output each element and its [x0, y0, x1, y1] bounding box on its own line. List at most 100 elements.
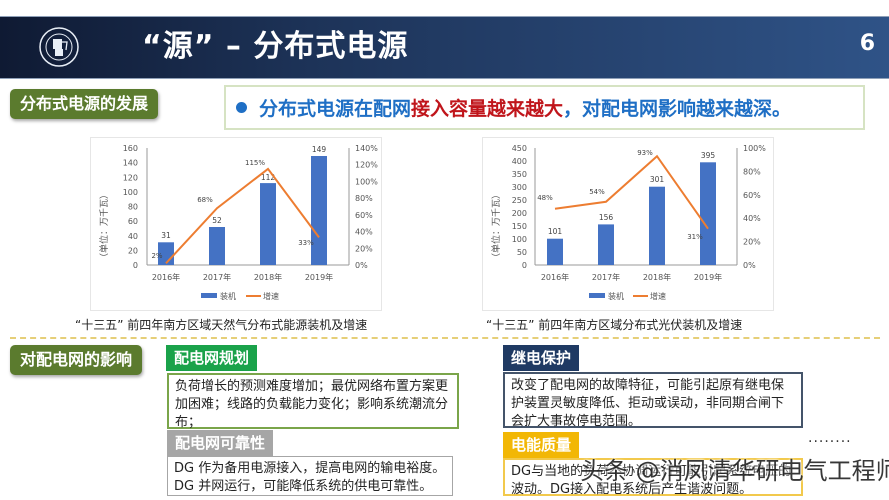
section-divider [10, 337, 880, 339]
svg-text:50: 50 [517, 248, 527, 257]
svg-text:装机: 装机 [220, 291, 236, 301]
svg-text:60%: 60% [743, 191, 761, 200]
svg-text:2018年: 2018年 [643, 272, 671, 282]
chart-pv-dg: （单位：万千瓦） 0 50 100 150 200 250 300 350 40… [482, 137, 774, 311]
chart2-caption: “十三五” 前四年南方区域分布式光伏装机及增速 [486, 318, 743, 332]
svg-text:156: 156 [599, 213, 614, 222]
svg-text:68%: 68% [197, 196, 213, 204]
svg-text:93%: 93% [637, 149, 653, 157]
svg-text:20%: 20% [355, 244, 373, 253]
chart2-legend: 装机 增速 [589, 291, 666, 301]
chart2-bar-labels: 101 156 301 395 [548, 151, 716, 236]
ellipsis: ........ [808, 430, 852, 446]
title-bar: “源” – 分布式电源 6 [0, 16, 889, 79]
svg-text:350: 350 [512, 170, 527, 179]
chart-gas-svg: （单位：万千瓦） 0 20 40 60 80 100 120 140 160 0… [98, 144, 378, 301]
svg-text:100%: 100% [743, 144, 766, 153]
chart-pv-svg: （单位：万千瓦） 0 50 100 150 200 250 300 350 40… [490, 144, 766, 301]
svg-text:装机: 装机 [608, 291, 624, 301]
svg-text:2%: 2% [151, 252, 162, 260]
card-body-planning: 负荷增长的预测难度增加；最优网络布置方案更加困难；线路的负载能力变化；影响系统潮… [167, 373, 459, 430]
svg-text:395: 395 [701, 151, 716, 160]
svg-text:20: 20 [128, 246, 138, 255]
headline-highlight: 接入容量越来越大 [411, 98, 564, 120]
svg-text:100: 100 [123, 188, 138, 197]
card-body-reliability: DG 作为备用电源接入，提高电网的输电裕度。DG 并网运行，可能降低系统的供电可… [167, 456, 453, 496]
section-tag-development: 分布式电源的发展 [10, 89, 159, 119]
svg-text:33%: 33% [298, 239, 314, 247]
chart1-right-ticks: 0% 20% 40% 60% 80% 100% 120% 140% [355, 144, 378, 270]
chart2-right-ticks: 0% 20% 40% 60% 80% 100% [743, 144, 766, 270]
svg-text:100%: 100% [355, 177, 378, 186]
svg-text:200: 200 [512, 209, 527, 218]
university-seal-icon [39, 27, 79, 67]
svg-text:80: 80 [128, 203, 138, 212]
section-tag-impact: 对配电网的影响 [10, 345, 143, 375]
svg-text:54%: 54% [589, 188, 605, 196]
svg-text:0: 0 [133, 261, 138, 270]
page-title: “源” – 分布式电源 [142, 29, 409, 64]
svg-text:140%: 140% [355, 144, 378, 153]
chart2-ylabel: （单位：万千瓦） [490, 190, 502, 262]
svg-text:60: 60 [128, 217, 138, 226]
svg-text:250: 250 [512, 196, 527, 205]
svg-text:2018年: 2018年 [254, 272, 282, 282]
svg-text:140: 140 [123, 159, 138, 168]
svg-text:31%: 31% [687, 233, 703, 241]
svg-text:2017年: 2017年 [203, 272, 231, 282]
chart2-left-ticks: 0 50 100 150 200 250 300 350 400 450 [512, 144, 527, 270]
svg-text:301: 301 [650, 175, 665, 184]
card-body-power-quality: DG与当地的负荷不协调运行可能引起系统电压的波动。DG接入配电系统后产生谐波问题… [503, 458, 803, 497]
svg-text:52: 52 [212, 216, 222, 225]
card-body-protection: 改变了配电网的故障特征，可能引起原有继电保护装置灵敏度降低、拒动或误动，非同期合… [503, 372, 803, 429]
chart1-line-labels: 2% 68% 115% 33% [151, 159, 314, 260]
svg-text:112: 112 [261, 173, 276, 182]
svg-text:80%: 80% [355, 194, 373, 203]
chart2-bars [547, 162, 716, 265]
card-label-protection: 继电保护 [503, 345, 580, 371]
svg-text:2019年: 2019年 [694, 272, 722, 282]
svg-text:0: 0 [522, 261, 527, 270]
chart1-bar-labels: 31 52 112 149 [161, 145, 326, 240]
svg-text:149: 149 [312, 145, 327, 154]
chart1-left-ticks: 0 20 40 60 80 100 120 140 160 [123, 144, 138, 270]
headline-box: 分布式电源在配网 接入容量越来越大 ，对配电网影响越来越深。 [224, 85, 865, 130]
svg-text:450: 450 [512, 144, 527, 153]
svg-text:0%: 0% [355, 261, 368, 270]
chart2-line-labels: 48% 54% 93% 31% [537, 149, 703, 241]
svg-text:150: 150 [512, 222, 527, 231]
card-label-planning: 配电网规划 [166, 345, 258, 371]
chart2-growth-line [554, 154, 709, 230]
svg-text:20%: 20% [743, 238, 761, 247]
chart-gas-dg: （单位：万千瓦） 0 20 40 60 80 100 120 140 160 0… [90, 137, 382, 311]
svg-text:0%: 0% [743, 261, 756, 270]
chart1-bars [158, 156, 327, 265]
svg-text:160: 160 [123, 144, 138, 153]
svg-text:40: 40 [128, 232, 138, 241]
svg-text:400: 400 [512, 157, 527, 166]
chart1-ylabel: （单位：万千瓦） [98, 190, 110, 262]
svg-text:40%: 40% [743, 214, 761, 223]
svg-text:2019年: 2019年 [305, 272, 333, 282]
headline-part1: 分布式电源在配网 [259, 98, 412, 120]
card-label-reliability: 配电网可靠性 [167, 430, 274, 456]
svg-text:101: 101 [548, 227, 563, 236]
chart1-legend: 装机 增速 [201, 291, 279, 301]
svg-text:60%: 60% [355, 211, 373, 220]
svg-text:120%: 120% [355, 161, 378, 170]
svg-text:2016年: 2016年 [152, 272, 180, 282]
headline-part3: ，对配电网影响越来越深。 [563, 98, 792, 120]
svg-text:增速: 增速 [263, 291, 279, 301]
svg-text:31: 31 [161, 231, 171, 240]
svg-text:2016年: 2016年 [541, 272, 569, 282]
svg-text:115%: 115% [245, 159, 265, 167]
svg-text:80%: 80% [743, 167, 761, 176]
card-label-power-quality: 电能质量 [503, 432, 580, 458]
svg-text:100: 100 [512, 235, 527, 244]
svg-text:2017年: 2017年 [592, 272, 620, 282]
chart1-caption: “十三五” 前四年南方区域天然气分布式能源装机及增速 [75, 318, 368, 332]
svg-text:120: 120 [123, 173, 138, 182]
chart1-growth-line [165, 167, 320, 264]
bullet-icon [236, 102, 247, 113]
svg-text:300: 300 [512, 183, 527, 192]
